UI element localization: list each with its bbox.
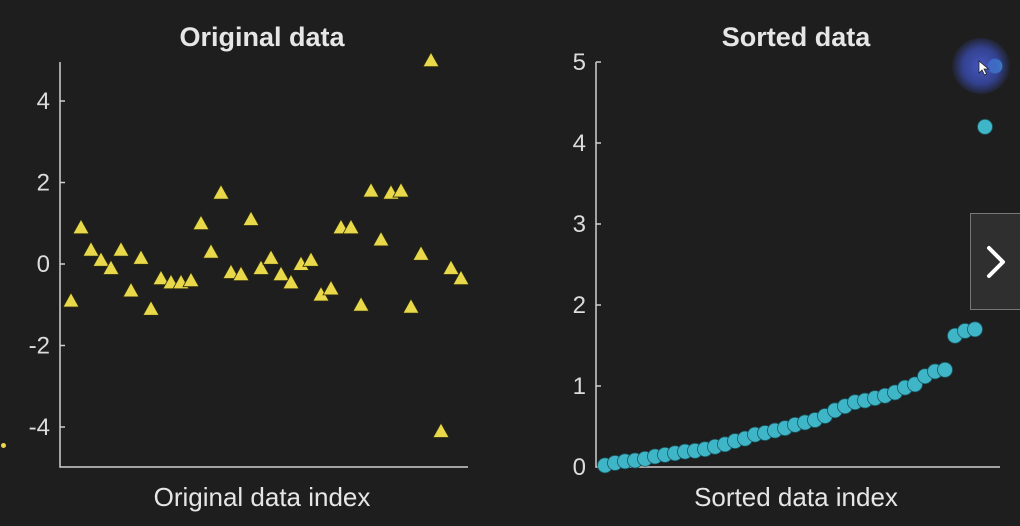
y-tick-label: 3 (573, 211, 586, 238)
y-tick-label: 0 (37, 251, 50, 278)
data-point (92, 251, 110, 267)
chevron-right-icon (987, 246, 1005, 278)
data-point (212, 183, 230, 200)
data-point (322, 279, 340, 296)
y-ticks-original: 4 2 0 -2 -4 (29, 88, 65, 441)
data-point (402, 297, 420, 314)
y-tick-label: 2 (37, 170, 50, 197)
partial-marker (1, 443, 6, 448)
data-point (72, 218, 90, 235)
data-point (132, 249, 150, 265)
data-point (262, 249, 280, 265)
data-point (977, 118, 993, 135)
data-point (222, 263, 240, 279)
y-tick-label: -2 (29, 333, 50, 360)
data-point (422, 51, 440, 68)
axes-original (59, 62, 468, 468)
y-tick-label: 1 (573, 373, 586, 400)
y-tick-label: 4 (37, 88, 50, 115)
chart-title-sorted: Sorted data (722, 22, 872, 52)
data-point (362, 181, 380, 198)
data-point (112, 240, 130, 257)
mouse-pointer-icon (978, 60, 990, 76)
data-points-sorted (597, 58, 1003, 474)
chart-title-original: Original data (179, 22, 345, 52)
y-tick-label: 5 (573, 49, 586, 76)
data-point (202, 242, 220, 259)
data-point (192, 214, 210, 231)
data-point (412, 244, 430, 261)
data-point (242, 210, 260, 226)
x-axis-label-original: Original data index (154, 482, 371, 512)
chart-original: Original data 4 2 0 -2 -4 Original data inde… (29, 22, 470, 512)
data-point (452, 269, 470, 286)
data-point (432, 422, 450, 438)
axes-sorted (595, 62, 1000, 468)
chart-sorted: Sorted data 5 4 3 2 1 0 Sorted data index (573, 22, 1003, 512)
data-point (122, 281, 140, 298)
data-point (62, 291, 80, 308)
data-point (442, 259, 460, 275)
y-tick-label: 2 (573, 292, 586, 319)
data-point (342, 218, 360, 235)
y-ticks-sorted: 5 4 3 2 1 0 (573, 49, 601, 481)
data-point (82, 240, 100, 257)
next-button[interactable] (970, 213, 1020, 310)
data-point (392, 181, 410, 198)
data-point (102, 259, 120, 275)
y-tick-label: 0 (573, 454, 586, 481)
data-point (967, 321, 983, 338)
y-tick-label: -4 (29, 414, 50, 441)
y-tick-label: 4 (573, 130, 586, 157)
data-point (372, 230, 390, 247)
data-point (142, 300, 160, 316)
data-point (182, 271, 200, 288)
data-point (272, 265, 290, 281)
data-point (302, 251, 320, 267)
data-points-original (62, 51, 470, 438)
x-axis-label-sorted: Sorted data index (694, 482, 898, 512)
data-point (232, 265, 250, 281)
data-point (282, 273, 300, 290)
data-point (252, 259, 270, 275)
data-point (152, 269, 170, 286)
data-point (937, 361, 953, 378)
data-point (352, 295, 370, 312)
